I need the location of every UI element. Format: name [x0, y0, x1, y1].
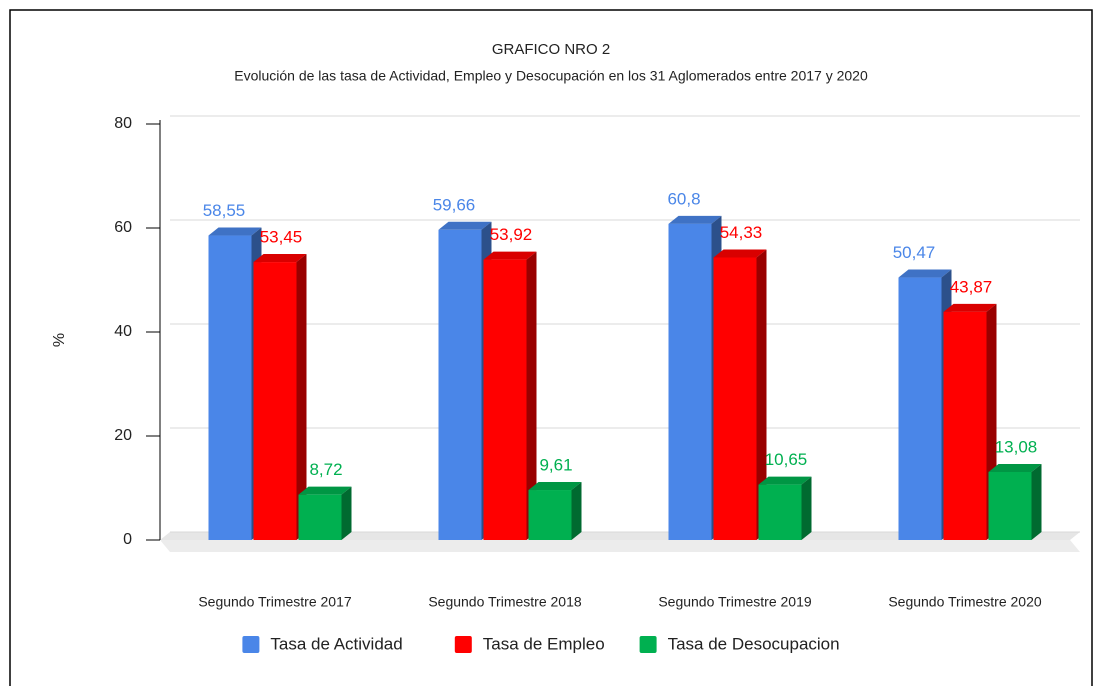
bar: [528, 482, 582, 540]
value-label: 60,8: [667, 189, 700, 208]
value-label: 59,66: [433, 195, 476, 214]
bar-side: [756, 249, 767, 540]
bar-front: [253, 262, 297, 540]
value-label: 13,08: [995, 437, 1038, 456]
bar-front: [528, 490, 572, 540]
x-tick-label: Segundo Trimestre 2018: [428, 594, 582, 610]
bar-front: [438, 229, 482, 540]
chart-subtitle: Evolución de las tasa de Actividad, Empl…: [234, 68, 868, 84]
value-label: 50,47: [893, 243, 936, 262]
bar-top: [438, 221, 492, 230]
bar-top: [253, 254, 307, 263]
chart-title: GRAFICO NRO 2: [492, 41, 610, 58]
bar-front: [713, 257, 757, 540]
x-tick-label: Segundo Trimestre 2019: [658, 594, 812, 610]
bar-front: [758, 484, 802, 540]
bar-front: [898, 277, 942, 540]
y-tick-label: 0: [123, 531, 132, 548]
bar-top: [208, 227, 262, 236]
value-label: 53,45: [260, 228, 303, 247]
bar-front: [208, 235, 252, 541]
bar-side: [526, 251, 537, 540]
bar-top: [668, 215, 722, 224]
floor-edge: [160, 540, 1080, 552]
y-tick-label: 40: [114, 323, 132, 340]
bar-side: [1031, 463, 1042, 540]
y-tick-label: 60: [114, 219, 132, 236]
y-tick-label: 20: [114, 427, 132, 444]
bar: [758, 476, 812, 540]
bar-side: [341, 486, 352, 540]
bar-front: [483, 259, 527, 540]
legend-swatch: [242, 636, 260, 653]
y-tick-label: 80: [114, 115, 132, 132]
value-label: 53,92: [490, 225, 533, 244]
bar-front: [988, 471, 1032, 540]
legend-swatch: [454, 636, 472, 653]
value-label: 43,87: [950, 277, 993, 296]
bar-side: [296, 254, 307, 540]
bar-side: [801, 476, 812, 540]
bar: [713, 249, 767, 540]
value-label: 8,72: [309, 460, 342, 479]
bar-top: [898, 269, 952, 278]
bar-top: [298, 486, 352, 495]
bar-front: [298, 494, 342, 540]
bar: [483, 251, 537, 540]
value-label: 58,55: [203, 201, 246, 220]
bar: [298, 486, 352, 540]
legend-label: Tasa de Empleo: [483, 634, 605, 653]
legend-label: Tasa de Desocupacion: [668, 634, 840, 653]
bar-top: [483, 251, 537, 260]
bar-side: [571, 482, 582, 540]
bar-front: [943, 311, 987, 540]
value-label: 54,33: [720, 223, 763, 242]
bar-top: [988, 463, 1042, 472]
value-label: 9,61: [539, 456, 572, 475]
x-tick-label: Segundo Trimestre 2020: [888, 594, 1042, 610]
x-tick-label: Segundo Trimestre 2017: [198, 594, 352, 610]
legend-label: Tasa de Actividad: [270, 634, 402, 653]
bar-top: [528, 482, 582, 491]
legend-swatch: [639, 636, 657, 653]
bar-top: [943, 303, 997, 312]
bar-top: [758, 476, 812, 485]
y-axis-label: %: [51, 333, 68, 347]
bar-top: [713, 249, 767, 258]
bar-front: [668, 223, 712, 540]
frame: [9, 9, 1093, 686]
bar: [988, 463, 1042, 540]
bar: [253, 254, 307, 540]
value-label: 10,65: [765, 450, 808, 469]
floor: [160, 532, 1080, 540]
